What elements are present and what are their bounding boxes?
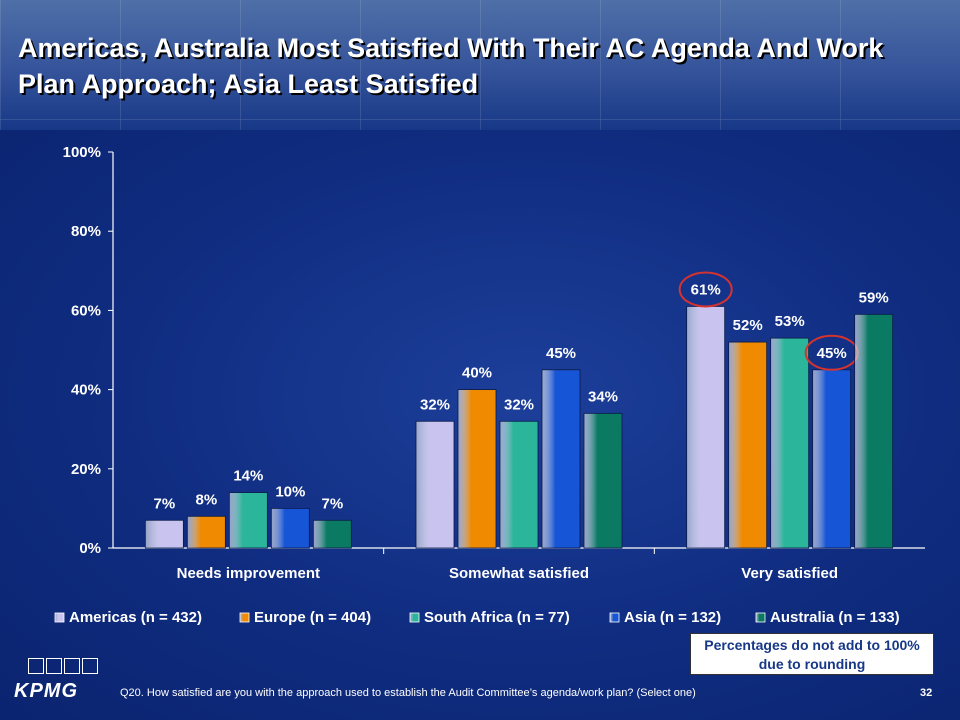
bar xyxy=(812,369,852,549)
rounding-note: Percentages do not add to 100% due to ro… xyxy=(690,633,934,675)
legend-swatch xyxy=(409,612,420,623)
y-tick-label: 60% xyxy=(71,302,101,319)
bar xyxy=(728,341,768,549)
legend-label: Americas (n = 432) xyxy=(69,609,202,626)
legend-label: Europe (n = 404) xyxy=(254,609,371,626)
legend-label: South Africa (n = 77) xyxy=(424,609,570,626)
bar xyxy=(144,519,184,549)
y-tick-label: 100% xyxy=(63,144,101,161)
bar xyxy=(312,519,352,549)
y-tick-label: 40% xyxy=(71,382,101,399)
data-label: 61% xyxy=(691,281,721,298)
page-number: 32 xyxy=(920,687,933,699)
logo-text: KPMG xyxy=(14,680,78,702)
logo-boxes xyxy=(28,658,100,679)
data-label: 7% xyxy=(153,495,175,512)
bar xyxy=(457,389,497,549)
category-label: Somewhat satisfied xyxy=(449,565,589,582)
data-label: 34% xyxy=(588,388,618,405)
data-label: 8% xyxy=(195,491,217,508)
bar xyxy=(186,515,226,549)
bar xyxy=(770,337,810,549)
legend-label: Australia (n = 133) xyxy=(770,609,900,626)
category-label: Very satisfied xyxy=(741,565,838,582)
data-label: 10% xyxy=(275,483,305,500)
bar xyxy=(228,492,268,549)
bar xyxy=(854,313,894,549)
y-tick-label: 20% xyxy=(71,461,101,478)
bar xyxy=(499,420,539,549)
legend-swatch xyxy=(755,612,766,623)
legend-label: Asia (n = 132) xyxy=(624,609,721,626)
data-label: 40% xyxy=(462,365,492,382)
data-label: 59% xyxy=(859,289,889,306)
bar xyxy=(541,369,581,549)
y-tick-label: 0% xyxy=(79,540,101,557)
data-label: 53% xyxy=(775,313,805,330)
question-footnote: Q20. How satisfied are you with the appr… xyxy=(120,687,696,699)
legend-swatch xyxy=(54,612,65,623)
page-title: Americas, Australia Most Satisfied With … xyxy=(18,33,884,99)
data-label: 45% xyxy=(546,345,576,362)
bar xyxy=(415,420,455,549)
data-label: 7% xyxy=(321,495,343,512)
data-label: 32% xyxy=(420,396,450,413)
data-label: 32% xyxy=(504,396,534,413)
legend-swatch xyxy=(609,612,620,623)
data-label: 14% xyxy=(233,468,263,485)
data-label: 45% xyxy=(817,345,847,362)
title-banner xyxy=(0,0,960,130)
category-label: Needs improvement xyxy=(177,565,320,582)
data-label: 52% xyxy=(733,317,763,334)
banner-decoration xyxy=(0,0,960,130)
kpmg-logo: KPMG xyxy=(14,658,104,708)
bar xyxy=(686,306,726,549)
highlight-circle xyxy=(678,271,733,308)
bar xyxy=(270,507,310,549)
y-tick-label: 80% xyxy=(71,223,101,240)
bar xyxy=(583,412,623,549)
legend-swatch xyxy=(239,612,250,623)
